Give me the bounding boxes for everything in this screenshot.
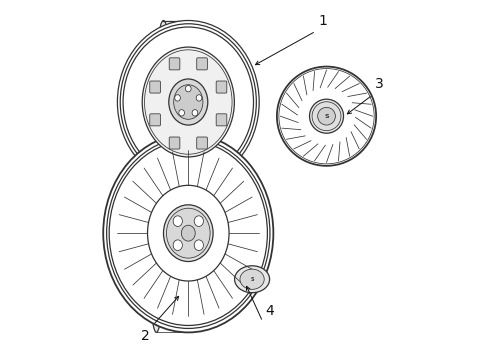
Ellipse shape [312, 102, 341, 131]
Text: 4: 4 [266, 304, 274, 318]
Ellipse shape [148, 134, 165, 332]
FancyBboxPatch shape [150, 81, 160, 93]
FancyBboxPatch shape [216, 81, 227, 93]
Ellipse shape [240, 269, 264, 289]
Ellipse shape [194, 216, 203, 226]
Ellipse shape [318, 107, 335, 125]
FancyBboxPatch shape [169, 58, 180, 70]
Ellipse shape [164, 205, 213, 261]
Ellipse shape [107, 138, 270, 328]
Ellipse shape [179, 110, 184, 116]
Ellipse shape [142, 47, 234, 157]
Ellipse shape [120, 24, 256, 180]
Ellipse shape [277, 67, 376, 166]
Ellipse shape [173, 85, 203, 119]
Text: S: S [324, 114, 329, 119]
FancyBboxPatch shape [196, 137, 207, 149]
Ellipse shape [310, 99, 343, 133]
Text: 2: 2 [142, 329, 150, 343]
FancyBboxPatch shape [216, 114, 227, 126]
Ellipse shape [109, 141, 268, 325]
Ellipse shape [175, 95, 180, 101]
FancyBboxPatch shape [169, 137, 180, 149]
Text: 1: 1 [318, 14, 327, 27]
Text: 3: 3 [375, 77, 384, 91]
FancyBboxPatch shape [196, 58, 207, 70]
Ellipse shape [196, 95, 202, 101]
Ellipse shape [173, 240, 182, 251]
Ellipse shape [173, 216, 182, 226]
Ellipse shape [118, 21, 259, 184]
FancyBboxPatch shape [150, 114, 160, 126]
Ellipse shape [192, 110, 198, 116]
Ellipse shape [167, 208, 210, 258]
Ellipse shape [194, 240, 203, 251]
Text: S: S [250, 277, 254, 282]
Ellipse shape [169, 79, 208, 125]
Ellipse shape [235, 266, 270, 293]
Ellipse shape [147, 185, 229, 281]
Ellipse shape [155, 21, 172, 184]
Ellipse shape [103, 134, 273, 332]
Ellipse shape [185, 85, 191, 92]
Ellipse shape [123, 27, 253, 177]
Ellipse shape [181, 225, 195, 241]
